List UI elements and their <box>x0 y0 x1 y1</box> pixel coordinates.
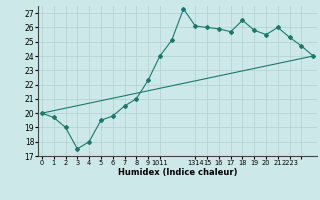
X-axis label: Humidex (Indice chaleur): Humidex (Indice chaleur) <box>118 168 237 177</box>
